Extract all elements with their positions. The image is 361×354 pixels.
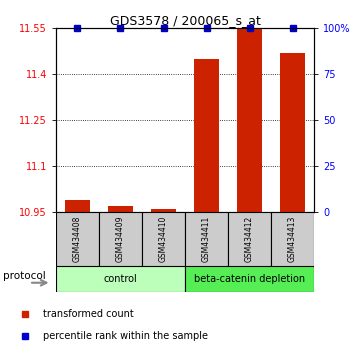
Bar [185, 212, 228, 266]
Text: GSM434409: GSM434409 [116, 216, 125, 262]
Text: transformed count: transformed count [43, 308, 134, 319]
Bar [271, 212, 314, 266]
Text: control: control [104, 274, 137, 284]
Bar [56, 266, 185, 292]
Bar [56, 212, 99, 266]
Text: GSM434413: GSM434413 [288, 216, 297, 262]
Text: protocol: protocol [3, 270, 45, 281]
Bar [108, 206, 134, 212]
Bar [193, 59, 219, 212]
Bar [151, 209, 177, 212]
Title: GDS3578 / 200065_s_at: GDS3578 / 200065_s_at [110, 14, 260, 27]
Text: GSM434408: GSM434408 [73, 216, 82, 262]
Bar [185, 266, 314, 292]
Text: GSM434412: GSM434412 [245, 216, 254, 262]
Text: GSM434411: GSM434411 [202, 216, 211, 262]
Text: percentile rank within the sample: percentile rank within the sample [43, 331, 208, 341]
Bar [65, 200, 90, 212]
Bar [237, 28, 262, 212]
Bar [142, 212, 185, 266]
Bar [228, 212, 271, 266]
Text: GSM434410: GSM434410 [159, 216, 168, 262]
Bar [280, 53, 305, 212]
Text: beta-catenin depletion: beta-catenin depletion [194, 274, 305, 284]
Bar [99, 212, 142, 266]
